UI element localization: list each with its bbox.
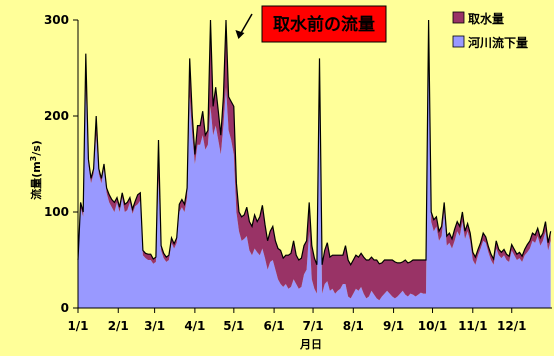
x-tick-label: 1/1 bbox=[67, 319, 88, 333]
legend-label: 取水量 bbox=[468, 11, 504, 26]
y-tick-label: 100 bbox=[44, 205, 69, 219]
x-tick-label: 11/1 bbox=[458, 319, 487, 333]
x-tick-label: 12/1 bbox=[497, 319, 526, 333]
x-axis-title: 月日 bbox=[299, 338, 322, 351]
chart-axes: 0 100 200 300 1/1 2/1 3/1 4/1 5/1 6/1 7/1 8/1 9/1 10/… bbox=[29, 13, 552, 351]
legend-swatch bbox=[452, 35, 465, 48]
chart-areas bbox=[78, 20, 551, 308]
series-area-river-flow bbox=[78, 20, 551, 308]
x-tick-label: 5/1 bbox=[223, 319, 244, 333]
x-tick-label: 9/1 bbox=[383, 319, 404, 333]
legend-swatch bbox=[452, 11, 465, 24]
x-tick-label: 8/1 bbox=[343, 319, 364, 333]
y-tick-label: 200 bbox=[44, 109, 69, 123]
y-axis-title: 流量(m3/s) bbox=[29, 140, 43, 200]
callout-label: 取水前の流量 bbox=[273, 14, 375, 35]
x-tick-label: 3/1 bbox=[144, 319, 165, 333]
chart-marks bbox=[77, 19, 552, 267]
series-line-pre-intake-flow bbox=[77, 19, 552, 267]
x-tick-label: 4/1 bbox=[184, 319, 205, 333]
y-tick-label: 0 bbox=[61, 301, 69, 315]
x-tick-label: 6/1 bbox=[264, 319, 285, 333]
callout-annotation: 取水前の流量 bbox=[235, 5, 387, 43]
x-tick-label: 7/1 bbox=[303, 319, 324, 333]
legend-label: 河川流下量 bbox=[467, 35, 528, 50]
callout-arrow-line bbox=[239, 13, 253, 35]
y-tick-label: 300 bbox=[44, 13, 69, 27]
x-tick-label: 10/1 bbox=[418, 319, 447, 333]
callout-arrow-head bbox=[235, 30, 245, 39]
callout-box bbox=[261, 5, 387, 43]
x-tick-label: 2/1 bbox=[108, 319, 129, 333]
